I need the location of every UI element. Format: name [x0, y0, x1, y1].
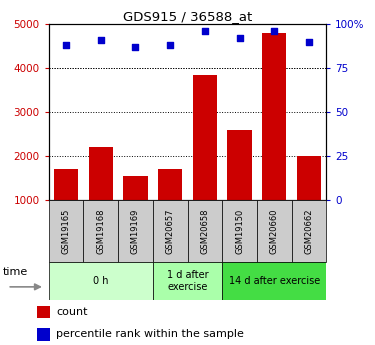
- Text: GSM20657: GSM20657: [166, 208, 175, 254]
- Bar: [49, 200, 83, 262]
- Text: time: time: [2, 267, 28, 277]
- Text: percentile rank within the sample: percentile rank within the sample: [56, 329, 244, 339]
- Point: [306, 39, 312, 45]
- Text: GSM20662: GSM20662: [304, 208, 313, 254]
- Bar: [222, 262, 326, 300]
- Bar: [49, 262, 153, 300]
- Bar: [37, 328, 50, 341]
- Point: [271, 28, 277, 34]
- Text: GSM20658: GSM20658: [200, 208, 209, 254]
- Bar: [83, 200, 118, 262]
- Point: [237, 36, 243, 41]
- Point: [98, 37, 104, 43]
- Bar: [188, 200, 222, 262]
- Text: GSM19169: GSM19169: [131, 208, 140, 254]
- Text: 14 d after exercise: 14 d after exercise: [229, 276, 320, 286]
- Text: GSM19150: GSM19150: [235, 208, 244, 254]
- Point: [63, 42, 69, 48]
- Bar: [54, 169, 78, 244]
- Bar: [158, 169, 182, 244]
- Bar: [88, 147, 113, 244]
- Text: 1 d after
exercise: 1 d after exercise: [166, 270, 208, 292]
- Bar: [37, 306, 50, 318]
- Title: GDS915 / 36588_at: GDS915 / 36588_at: [123, 10, 252, 23]
- Bar: [227, 130, 252, 244]
- Text: count: count: [56, 307, 88, 317]
- Bar: [292, 200, 326, 262]
- Point: [132, 44, 138, 50]
- Point: [202, 28, 208, 34]
- Bar: [193, 75, 217, 244]
- Text: GSM19165: GSM19165: [62, 208, 70, 254]
- Text: GSM20660: GSM20660: [270, 208, 279, 254]
- Bar: [297, 156, 321, 244]
- Bar: [153, 262, 222, 300]
- Text: GSM19168: GSM19168: [96, 208, 105, 254]
- Bar: [118, 200, 153, 262]
- Bar: [262, 33, 286, 244]
- Point: [167, 42, 173, 48]
- Bar: [153, 200, 188, 262]
- Bar: [257, 200, 292, 262]
- Bar: [123, 176, 148, 244]
- Text: 0 h: 0 h: [93, 276, 108, 286]
- Bar: [222, 200, 257, 262]
